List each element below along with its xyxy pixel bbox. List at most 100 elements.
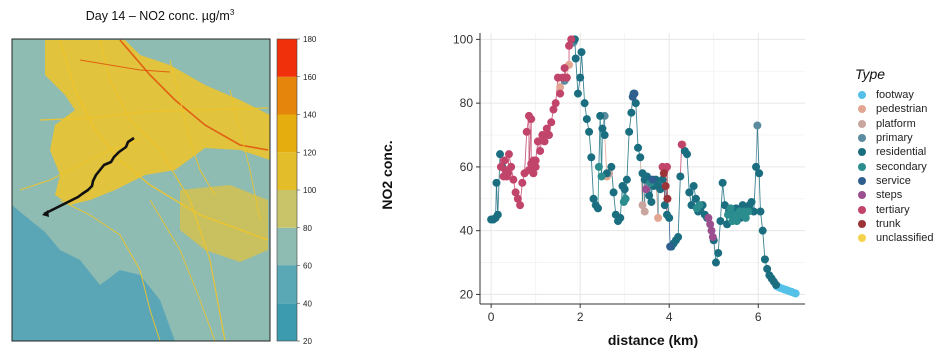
point-tertiary — [560, 64, 569, 73]
point-secondary — [741, 213, 750, 222]
point-tertiary — [500, 156, 509, 165]
point-platform — [638, 201, 647, 210]
point-residential — [598, 124, 607, 133]
road-6 — [19, 139, 141, 191]
point-trunk — [661, 182, 670, 191]
point-residential — [576, 73, 585, 82]
y-tick-label: 60 — [460, 160, 474, 174]
x-axis-label: distance (km) — [608, 332, 698, 348]
road-3 — [119, 39, 269, 151]
legend-item-unclassified: unclassified — [855, 231, 947, 245]
road-9 — [149, 199, 216, 341]
legend-swatch — [858, 119, 866, 128]
point-residential — [593, 204, 602, 213]
x-tick-label: 2 — [577, 310, 584, 324]
point-pedestrian — [654, 213, 663, 222]
point-footway — [791, 289, 800, 298]
point-residential — [711, 258, 720, 267]
point-tertiary — [556, 89, 565, 98]
legend-swatch — [858, 105, 866, 114]
legend-item-tertiary: tertiary — [855, 202, 947, 216]
point-residential — [674, 233, 683, 242]
point-tertiary — [677, 140, 686, 149]
plot-axes: 0 2 4 6 20 40 60 80 100 — [453, 32, 805, 324]
series-segment — [524, 131, 528, 174]
map-canvas: 20 40 60 80 100 120 140 160 180 — [11, 35, 317, 346]
point-tertiary — [536, 146, 545, 155]
series-segment — [755, 125, 758, 167]
x-tick-label: 0 — [488, 310, 495, 324]
colorbar-band — [277, 76, 297, 115]
y-tick-label: 40 — [460, 224, 474, 238]
y-tick-label: 20 — [460, 287, 474, 301]
point-residential — [585, 127, 594, 136]
point-residential — [631, 99, 640, 108]
colorbar-band — [277, 39, 297, 77]
point-residential — [493, 210, 502, 219]
series-segment — [758, 173, 761, 212]
legend-swatch — [858, 176, 866, 185]
point-tertiary — [540, 137, 549, 146]
legend-label: service — [876, 174, 911, 187]
point-trunk — [659, 169, 668, 178]
road-1 — [39, 107, 269, 121]
colorbar-tick-label: 40 — [303, 299, 312, 308]
point-residential — [683, 150, 692, 159]
point-platform — [640, 207, 649, 216]
legend-item-residential: residential — [855, 145, 947, 159]
series-segment — [590, 157, 594, 199]
legend-swatch — [858, 205, 866, 214]
point-residential — [685, 188, 694, 197]
scatter-chart: 0 2 4 6 20 40 60 80 100 distance (km) NO2 conc. — [379, 32, 805, 348]
colorbar-band — [277, 190, 297, 228]
point-tertiary — [551, 99, 560, 108]
point-tertiary — [538, 131, 547, 140]
point-service — [630, 89, 639, 98]
data-points — [487, 35, 800, 298]
point-residential — [747, 197, 756, 206]
point-residential — [660, 201, 669, 210]
series-segment — [635, 103, 639, 148]
legend-item-trunk: trunk — [855, 217, 947, 231]
point-service — [648, 175, 657, 184]
point-residential — [752, 162, 761, 171]
colorbar-band — [277, 152, 297, 190]
point-secondary — [594, 162, 603, 171]
point-tertiary — [509, 175, 518, 184]
x-tick-label: 4 — [666, 310, 673, 324]
urban-area — [45, 40, 270, 205]
point-tertiary — [518, 178, 527, 187]
point-tertiary — [516, 201, 525, 210]
point-residential — [645, 191, 654, 200]
point-residential — [580, 99, 589, 108]
point-tertiary — [567, 35, 576, 44]
point-tertiary — [507, 162, 516, 171]
legend-label: platform — [876, 117, 916, 130]
point-residential — [718, 178, 727, 187]
legend-swatch — [858, 134, 866, 143]
point-residential — [609, 188, 618, 197]
colorbar-tick-label: 60 — [303, 262, 312, 271]
point-residential — [760, 255, 769, 264]
colorbar-band — [277, 303, 297, 341]
point-residential — [622, 175, 631, 184]
point-tertiary — [527, 115, 536, 124]
point-residential — [714, 248, 723, 257]
series-segment — [579, 52, 582, 78]
point-residential — [625, 127, 634, 136]
legend-item-pedestrian: pedestrian — [855, 102, 947, 116]
series-segment — [762, 230, 766, 260]
point-trunk — [663, 194, 672, 203]
point-residential — [636, 153, 645, 162]
road-4 — [59, 199, 161, 341]
point-secondary — [695, 201, 704, 210]
point-tertiary — [527, 159, 536, 168]
y-tick-label: 100 — [453, 32, 473, 46]
point-residential — [587, 153, 596, 162]
legend-swatch — [858, 91, 866, 100]
legend-item-platform: platform — [855, 117, 947, 131]
colorbar-tick-label: 100 — [303, 186, 317, 195]
series-segment — [717, 221, 721, 254]
colorbar-tick-label: 20 — [303, 337, 312, 346]
point-steps — [708, 233, 717, 242]
